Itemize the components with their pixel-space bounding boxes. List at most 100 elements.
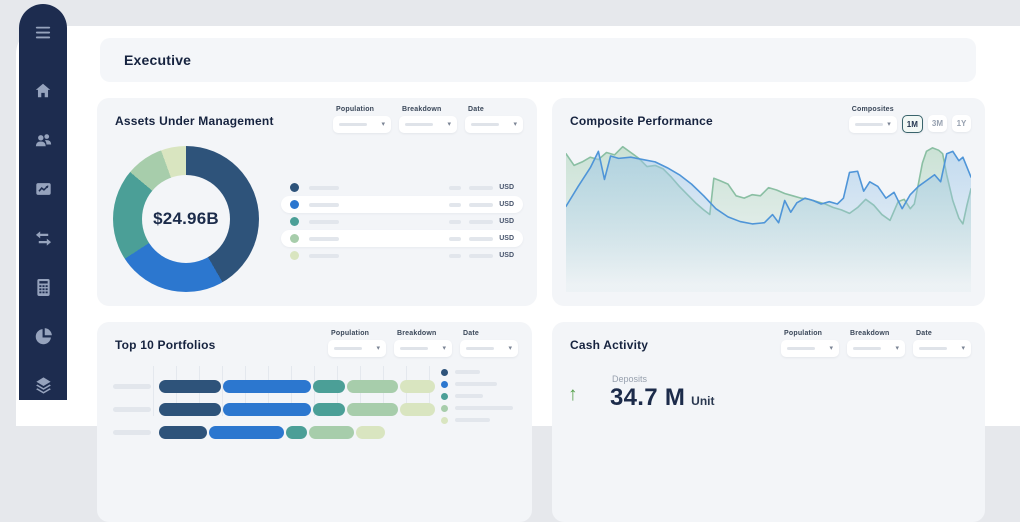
dropdown-placeholder [853,347,881,350]
dropdown-placeholder [919,347,947,350]
legend-row [441,378,513,390]
bar-segment [223,403,311,416]
dropdown-label: Breakdown [850,330,890,337]
legend-value-placeholder [469,202,494,207]
legend-label-placeholder [309,185,339,190]
legend-label-placeholder [309,253,339,258]
date-dropdown[interactable]: ▾ [460,340,518,357]
chevron-down-icon: ▾ [895,345,899,352]
stacked-bar [159,403,435,416]
currency-label: USD [499,184,514,191]
pie-chart-icon[interactable] [30,325,56,347]
performance-chart-icon[interactable] [30,178,56,200]
composites-filter: Composites ▾ [848,106,897,133]
chevron-down-icon: ▾ [961,345,965,352]
bar-segment [209,426,284,439]
currency-label: USD [499,235,514,242]
dropdown-placeholder [854,123,883,126]
population-dropdown[interactable]: ▾ [333,116,391,133]
portfolio-bar-row [113,380,436,393]
bar-segment [347,403,398,416]
legend-label-placeholder [455,370,480,374]
population-dropdown[interactable]: ▾ [328,340,386,357]
dropdown-placeholder [471,123,499,126]
composite-controls: Composites ▾ 1M 3M 1Y [848,106,971,133]
filter-group: Population ▾ Breakdown ▾ Date ▾ [781,330,971,357]
card-cash-activity: Cash Activity Population ▾ Breakdown ▾ Date ▾… [552,322,985,522]
row-label-placeholder [113,407,151,412]
bar-segment [400,403,435,416]
bar-segment [400,380,435,393]
area-chart-svg [566,142,971,292]
legend-label-placeholder [309,236,339,241]
filter-breakdown: Breakdown ▾ [399,106,457,133]
card-title: Composite Performance [570,114,713,128]
filter-date: Date ▾ [913,330,971,357]
chevron-down-icon: ▾ [381,121,385,128]
calculator-icon[interactable] [30,276,56,298]
breakdown-dropdown[interactable]: ▾ [847,340,905,357]
filter-population: Population ▾ [328,330,386,357]
date-dropdown[interactable]: ▾ [913,340,971,357]
range-button-1m[interactable]: 1M [901,115,923,133]
legend-value-placeholder [449,253,462,258]
legend-value-placeholder [449,219,462,224]
breakdown-dropdown[interactable]: ▾ [394,340,452,357]
kpi-value: 34.7 M [610,384,686,411]
chevron-down-icon: ▾ [508,345,512,352]
chevron-down-icon: ▾ [513,121,517,128]
legend-dot [441,404,448,412]
legend-label-placeholder [309,202,339,207]
population-dropdown[interactable]: ▾ [781,340,839,357]
chevron-down-icon: ▾ [376,345,380,352]
dropdown-label: Date [463,330,479,337]
date-dropdown[interactable]: ▾ [465,116,523,133]
series-blue-line [566,151,971,224]
legend-dot [441,380,448,388]
legend-row [441,390,513,402]
filter-group: Population ▾ Breakdown ▾ Date ▾ [333,106,523,133]
chevron-down-icon: ▾ [442,345,446,352]
donut-legend: USD USD USD USD USD [281,179,523,264]
legend-row: USD [281,179,523,196]
legend-row: USD [281,196,523,213]
transfer-arrows-icon[interactable] [30,227,56,249]
series-blue-fill [566,151,971,292]
dropdown-placeholder [466,347,494,350]
donut-center-value: $24.96B [153,209,219,228]
legend-value-placeholder [449,202,462,207]
card-assets-under-management: Assets Under Management Population ▾ Break… [97,98,537,306]
layers-icon[interactable] [30,374,56,396]
bar-segment [347,380,398,393]
users-icon[interactable] [30,129,56,151]
range-button-3m[interactable]: 3M [927,115,947,132]
kpi-value-row: 34.7 M Unit [610,384,715,412]
legend-dot [441,368,448,376]
dropdown-label: Population [784,330,823,337]
dropdown-label: Population [336,106,375,113]
bar-segment [223,380,311,393]
menu-icon[interactable] [30,22,56,44]
legend-label-placeholder [455,382,497,386]
filter-population: Population ▾ [333,106,391,133]
stacked-bar [159,426,385,439]
chevron-down-icon: ▾ [887,121,891,128]
dropdown-placeholder [787,347,815,350]
dropdown-label: Composites [851,106,894,113]
stacked-bar [159,380,435,393]
range-button-1y[interactable]: 1Y [952,115,971,132]
portfolio-bar-row [113,403,436,416]
home-icon[interactable] [30,80,56,102]
legend-row [441,414,513,426]
dropdown-label: Population [331,330,370,337]
page-header: Executive [100,38,976,82]
dropdown-placeholder [334,347,362,350]
legend-row [441,402,513,414]
bar-chart-legend [441,366,513,426]
card-title: Assets Under Management [115,114,274,128]
breakdown-dropdown[interactable]: ▾ [399,116,457,133]
card-title: Top 10 Portfolios [115,338,216,352]
composites-dropdown[interactable]: ▾ [848,116,897,133]
legend-label-placeholder [455,418,490,422]
bar-segment [159,403,221,416]
